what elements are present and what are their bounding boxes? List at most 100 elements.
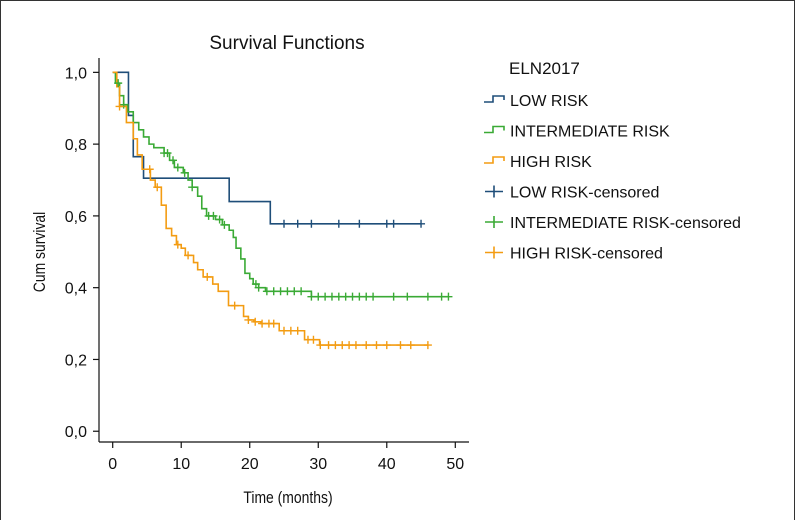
censor-mark bbox=[309, 335, 318, 344]
x-tick-label: 30 bbox=[309, 456, 327, 473]
censor-mark bbox=[321, 292, 330, 301]
censor-mark bbox=[338, 341, 347, 350]
censor-mark bbox=[215, 215, 224, 224]
censor-mark bbox=[258, 319, 267, 328]
y-tick-label: 0,4 bbox=[65, 281, 87, 298]
censor-mark bbox=[369, 292, 378, 301]
censor-mark bbox=[382, 219, 391, 228]
censor-mark bbox=[334, 219, 343, 228]
censor-mark bbox=[417, 219, 426, 228]
censor-mark bbox=[169, 156, 177, 165]
censor-mark bbox=[203, 272, 212, 281]
censor-mark bbox=[283, 287, 292, 296]
censor-mark bbox=[114, 79, 123, 88]
censor-mark bbox=[334, 292, 343, 301]
censor-mark bbox=[269, 287, 278, 296]
axes: 0 10 20 30 40 50 0,0 0,2 0,4 0,6 0,8 1,0 bbox=[65, 58, 469, 473]
series-line bbox=[112, 71, 449, 298]
legend-step-symbol bbox=[484, 125, 505, 134]
y-tick-label: 0,0 bbox=[65, 424, 87, 441]
censor-mark bbox=[276, 287, 285, 296]
censor-mark bbox=[290, 287, 299, 296]
y-tick-label: 1,0 bbox=[65, 65, 87, 82]
censor-mark bbox=[163, 149, 172, 158]
censor-mark bbox=[280, 326, 288, 335]
censor-mark bbox=[382, 341, 391, 350]
censor-mark bbox=[396, 341, 405, 350]
legend-label: INTERMEDIATE RISK-censored bbox=[510, 215, 741, 232]
censor-mark bbox=[362, 292, 371, 301]
chart-title: Survival Functions bbox=[209, 33, 364, 54]
censor-mark bbox=[324, 341, 333, 350]
censor-mark bbox=[280, 219, 288, 228]
censor-mark bbox=[173, 240, 182, 249]
y-tick-label: 0,8 bbox=[65, 137, 87, 154]
censor-mark bbox=[209, 211, 218, 220]
legend-step-symbol bbox=[484, 156, 505, 164]
x-tick-label: 10 bbox=[172, 456, 190, 473]
censor-mark bbox=[173, 163, 182, 172]
legend-step-symbol bbox=[484, 95, 505, 103]
censor-mark bbox=[406, 341, 415, 350]
legend-label: LOW RISK-censored bbox=[510, 185, 659, 202]
y-tick-label: 0,6 bbox=[65, 209, 87, 226]
censor-mark bbox=[437, 292, 446, 301]
censor-mark bbox=[115, 102, 124, 111]
censor-mark bbox=[244, 315, 253, 324]
legend-title: ELN2017 bbox=[509, 59, 580, 78]
legend-censor-symbol bbox=[485, 216, 503, 228]
censor-mark bbox=[297, 287, 306, 296]
censor-mark bbox=[403, 292, 412, 301]
censor-mark bbox=[362, 341, 371, 350]
censor-mark bbox=[180, 168, 189, 177]
censor-mark bbox=[423, 341, 432, 350]
legend: LOW RISK INTERMEDIATE RISK HIGH RISK LOW RI… bbox=[484, 93, 741, 263]
legend-label: INTERMEDIATE RISK bbox=[510, 124, 670, 141]
censor-mark bbox=[251, 317, 260, 326]
censor-mark bbox=[355, 219, 364, 228]
censor-mark bbox=[184, 251, 193, 260]
x-tick-label: 0 bbox=[108, 456, 117, 473]
censor-mark bbox=[355, 292, 364, 301]
x-tick-label: 40 bbox=[378, 456, 396, 473]
censor-mark bbox=[423, 292, 432, 301]
censor-mark bbox=[341, 292, 350, 301]
censor-mark bbox=[153, 183, 162, 192]
censor-mark bbox=[293, 326, 302, 335]
censor-mark bbox=[316, 341, 325, 350]
censor-mark bbox=[345, 341, 354, 350]
x-tick-label: 50 bbox=[446, 456, 464, 473]
censor-mark bbox=[444, 292, 453, 301]
censor-mark bbox=[307, 292, 316, 301]
censor-mark bbox=[372, 341, 381, 350]
legend-label: HIGH RISK bbox=[510, 154, 592, 171]
legend-label: HIGH RISK-censored bbox=[510, 246, 663, 263]
legend-label: LOW RISK bbox=[510, 93, 589, 110]
censor-mark bbox=[348, 292, 357, 301]
censor-mark bbox=[327, 292, 336, 301]
censor-mark bbox=[331, 341, 340, 350]
series-lines bbox=[112, 71, 449, 346]
censor-mark bbox=[314, 292, 323, 301]
censor-mark bbox=[269, 319, 278, 328]
censor-mark bbox=[389, 219, 398, 228]
censor-mark bbox=[262, 287, 271, 296]
censor-mark bbox=[119, 100, 128, 109]
censor-mark bbox=[145, 165, 154, 174]
x-axis-label: Time (months) bbox=[243, 489, 332, 508]
censor-mark bbox=[389, 292, 398, 301]
x-tick-label: 20 bbox=[241, 456, 259, 473]
legend-censor-symbol bbox=[485, 246, 503, 259]
y-tick-label: 0,2 bbox=[65, 352, 87, 369]
censor-mark bbox=[230, 301, 239, 310]
censor-mark bbox=[188, 183, 197, 192]
censor-mark bbox=[351, 341, 360, 350]
censor-mark bbox=[293, 219, 302, 228]
y-axis-label: Cum survival bbox=[31, 212, 50, 292]
censor-marks bbox=[114, 79, 453, 350]
censor-mark bbox=[254, 283, 263, 292]
censor-mark bbox=[220, 220, 229, 229]
censor-mark bbox=[307, 219, 316, 228]
